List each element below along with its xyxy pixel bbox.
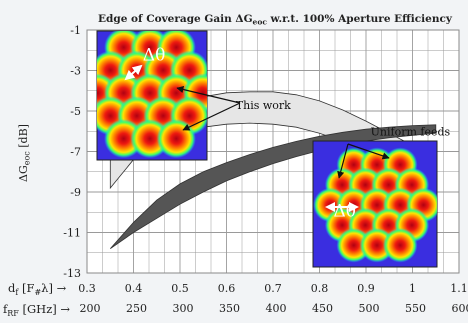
x-tick-label: 0.6 (218, 282, 236, 295)
x-tick-label: 0.9 (357, 282, 375, 295)
delta-theta-label: Δθ (333, 201, 356, 221)
x-tick-label: 0.4 (125, 282, 143, 295)
chart-title: Edge of Coverage Gain ΔGeoc w.r.t. 100% … (98, 13, 453, 27)
top-left-beam-map (96, 30, 208, 161)
y-axis-label: ΔGeoc [dB] (17, 124, 32, 182)
annotation-arrows (176, 85, 390, 179)
x-tick-labels: 0.3 0.4 0.5 0.6 0.7 0.8 0.9 1 1.1 (78, 282, 468, 295)
beam-spot (383, 228, 418, 263)
bottom-right-beam-map (312, 140, 438, 268)
x2-tick-label: 450 (312, 302, 333, 315)
x2-tick-label: 400 (266, 302, 287, 315)
x2-tick-label: 350 (219, 302, 240, 315)
y-tick-label: -1 (70, 24, 81, 37)
x-tick-label: 1 (409, 282, 416, 295)
x2-axis-label: fRF [GHz] → (3, 302, 70, 318)
y-tick-label: -11 (63, 227, 81, 240)
x2-tick-label: 250 (126, 302, 147, 315)
x-tick-label: 0.3 (78, 282, 96, 295)
y-tick-label: -7 (70, 146, 81, 159)
series-band-1 (110, 124, 437, 250)
x-tick-label: 0.7 (264, 282, 282, 295)
x2-tick-labels: 200 250 300 350 400 450 500 550 600 (80, 302, 468, 315)
x2-tick-label: 300 (173, 302, 194, 315)
beam-spot (156, 119, 196, 159)
x2-tick-label: 550 (405, 302, 426, 315)
x-tick-label: 0.8 (311, 282, 329, 295)
y-tick-label: -3 (70, 65, 81, 78)
y-tick-label: -13 (63, 267, 81, 280)
series-annotation: Uniform feeds (371, 125, 451, 138)
annotations: This work Uniform feeds Δθ Δθ (143, 45, 451, 221)
x2-tick-label: 200 (80, 302, 101, 315)
delta-theta-arrow-top (124, 64, 143, 81)
x-tick-label: 0.5 (171, 282, 189, 295)
x2-tick-label: 600 (452, 302, 468, 315)
x-tick-label: 1.1 (450, 282, 468, 295)
plot-frame (86, 29, 460, 274)
series-annotation: This work (236, 99, 291, 112)
y-tick-labels: -1 -3 -5 -7 -9 -11 -13 (63, 24, 81, 280)
x-axis-label: df [F#λ] → (8, 281, 67, 297)
delta-theta-label: Δθ (143, 45, 166, 65)
y-tick-label: -9 (70, 186, 81, 199)
x2-tick-label: 500 (359, 302, 380, 315)
y-tick-label: -5 (70, 105, 81, 118)
